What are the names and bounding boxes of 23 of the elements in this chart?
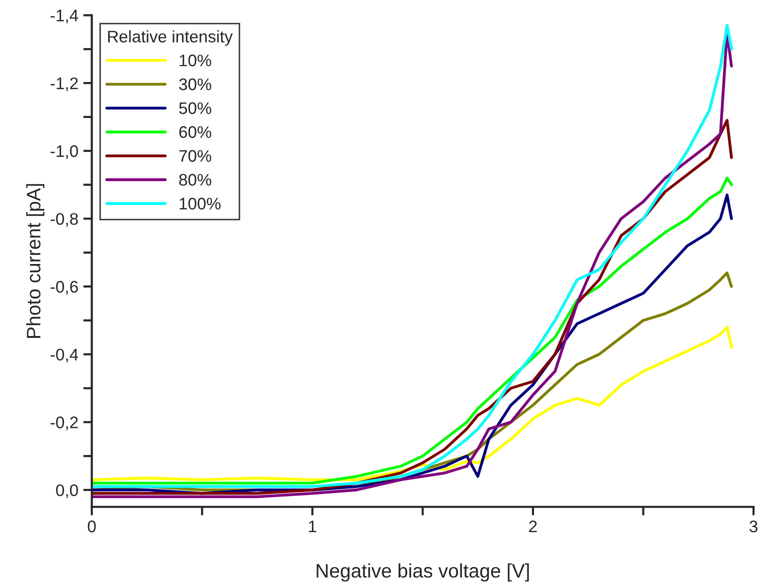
legend-label: 70% xyxy=(179,150,212,162)
legend-label: 60% xyxy=(179,126,212,138)
x-axis-title: Negative bias voltage [V] xyxy=(316,563,529,582)
legend-title: Relative intensity xyxy=(108,30,233,46)
line-series xyxy=(92,326,733,482)
x-tick-label: 2 xyxy=(529,520,537,532)
y-tick-label: 0,0 xyxy=(56,484,78,498)
y-axis-title: Photo current [pA] xyxy=(26,184,44,338)
legend-label: 80% xyxy=(179,174,212,186)
x-tick-label: 0 xyxy=(88,520,96,532)
y-tick-label: -0,8 xyxy=(50,213,78,227)
y-tick-label: -1,2 xyxy=(50,77,78,92)
legend-label: 30% xyxy=(179,78,212,90)
x-tick-label: 3 xyxy=(750,520,758,532)
y-tick-label: -0,4 xyxy=(50,348,78,362)
legend-label: 50% xyxy=(179,102,212,114)
y-tick-label: -0,6 xyxy=(50,280,78,295)
legend-label: 100% xyxy=(180,198,220,210)
legend-label: 10% xyxy=(180,54,212,66)
x-tick-label: 1 xyxy=(309,520,316,532)
y-tick-label: -1,0 xyxy=(50,145,78,160)
y-tick-label: -0,2 xyxy=(50,416,78,430)
y-tick-label: -1,4 xyxy=(50,10,78,24)
